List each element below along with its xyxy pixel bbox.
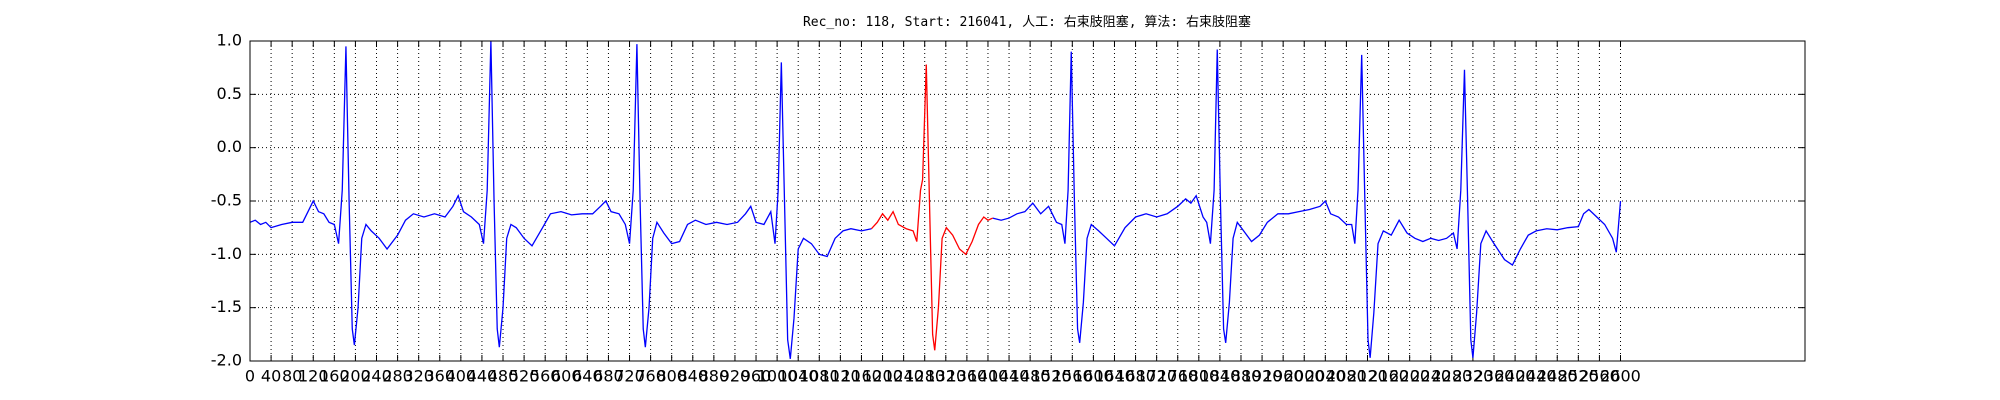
x-tick-label: 480 <box>488 367 519 386</box>
line-series <box>870 64 993 351</box>
x-tick-label: 1200 <box>862 367 903 386</box>
x-tick-label: 720 <box>614 367 645 386</box>
x-tick-label: 2600 <box>1600 367 1641 386</box>
x-tick-label: 840 <box>678 367 709 386</box>
line-series <box>249 40 1622 359</box>
y-tick-label: -1.0 <box>211 244 242 263</box>
x-tick-label: 40 <box>261 367 281 386</box>
x-tick-label: 360 <box>424 367 455 386</box>
x-tick-label: 560 <box>530 367 561 386</box>
y-tick-label: -1.5 <box>211 297 242 316</box>
x-tick-label: 2440 <box>1516 367 1557 386</box>
x-tick-label: 2200 <box>1389 367 1430 386</box>
x-tick-label: 2320 <box>1453 367 1494 386</box>
plot-frame <box>249 40 1806 362</box>
x-tick-label: 800 <box>656 367 687 386</box>
x-tick-label: 0 <box>245 367 255 386</box>
y-tick-label: -0.5 <box>211 191 242 210</box>
x-tick-label: 80 <box>282 367 302 386</box>
x-tick-label: 320 <box>403 367 434 386</box>
x-tick-label: 2040 <box>1305 367 1346 386</box>
x-tick-label: 880 <box>699 367 730 386</box>
x-tick-label: 1000 <box>757 367 798 386</box>
x-tick-label: 240 <box>361 367 392 386</box>
x-tick-label: 1080 <box>799 367 840 386</box>
x-tick-label: 640 <box>572 367 603 386</box>
x-tick-label: 2520 <box>1558 367 1599 386</box>
x-tick-label: 1520 <box>1031 367 1072 386</box>
x-tick-label: 2120 <box>1347 367 1388 386</box>
chart-title: Rec_no: 118, Start: 216041, 人工: 右束肢阻塞, 算… <box>803 14 1251 30</box>
x-tick-label: 280 <box>382 367 413 386</box>
x-tick-label: 760 <box>635 367 666 386</box>
x-tick-label: 1960 <box>1263 367 1304 386</box>
x-tick-label: 1120 <box>820 367 861 386</box>
x-tick-label: 1920 <box>1242 367 1283 386</box>
x-tick-label: 1760 <box>1157 367 1198 386</box>
y-tick-label: 1.0 <box>217 31 242 50</box>
x-tick-label: 920 <box>720 367 751 386</box>
x-tick-label: 600 <box>551 367 582 386</box>
x-tick-label: 2360 <box>1474 367 1515 386</box>
x-tick-label: 200 <box>340 367 371 386</box>
x-tick-label: 1480 <box>1010 367 1051 386</box>
x-tick-label: 1800 <box>1178 367 1219 386</box>
x-tick-label: 1320 <box>925 367 966 386</box>
x-tick-label: 1160 <box>841 367 882 386</box>
x-tick-label: 960 <box>741 367 772 386</box>
x-tick-label: 2400 <box>1495 367 1536 386</box>
x-tick-label: 1400 <box>968 367 1009 386</box>
x-tick-label: 2160 <box>1368 367 1409 386</box>
x-tick-label: 1720 <box>1136 367 1177 386</box>
x-tick-label: 400 <box>446 367 477 386</box>
x-tick-label: 2280 <box>1431 367 1472 386</box>
x-tick-label: 2480 <box>1537 367 1578 386</box>
x-tick-label: 1640 <box>1094 367 1135 386</box>
x-tick-label: 1840 <box>1200 367 1241 386</box>
x-tick-label: 1040 <box>778 367 819 386</box>
x-tick-label: 160 <box>319 367 350 386</box>
x-tick-label: 520 <box>509 367 540 386</box>
x-tick-label: 1440 <box>989 367 1030 386</box>
x-tick-label: 2560 <box>1579 367 1620 386</box>
x-tick-label: 1680 <box>1115 367 1156 386</box>
x-tick-label: 680 <box>593 367 624 386</box>
x-tick-label: 1280 <box>904 367 945 386</box>
x-tick-label: 1240 <box>883 367 924 386</box>
x-tick-label: 2240 <box>1410 367 1451 386</box>
x-tick-label: 2080 <box>1326 367 1367 386</box>
y-tick-label: 0.5 <box>217 84 242 103</box>
x-tick-label: 1600 <box>1073 367 1114 386</box>
y-tick-label: 0.0 <box>217 137 242 156</box>
x-tick-label: 2000 <box>1284 367 1325 386</box>
y-tick-label: -2.0 <box>211 351 242 370</box>
x-tick-label: 120 <box>298 367 329 386</box>
x-tick-label: 1560 <box>1052 367 1093 386</box>
x-tick-label: 1880 <box>1221 367 1262 386</box>
x-tick-label: 440 <box>467 367 498 386</box>
x-tick-label: 1360 <box>947 367 988 386</box>
